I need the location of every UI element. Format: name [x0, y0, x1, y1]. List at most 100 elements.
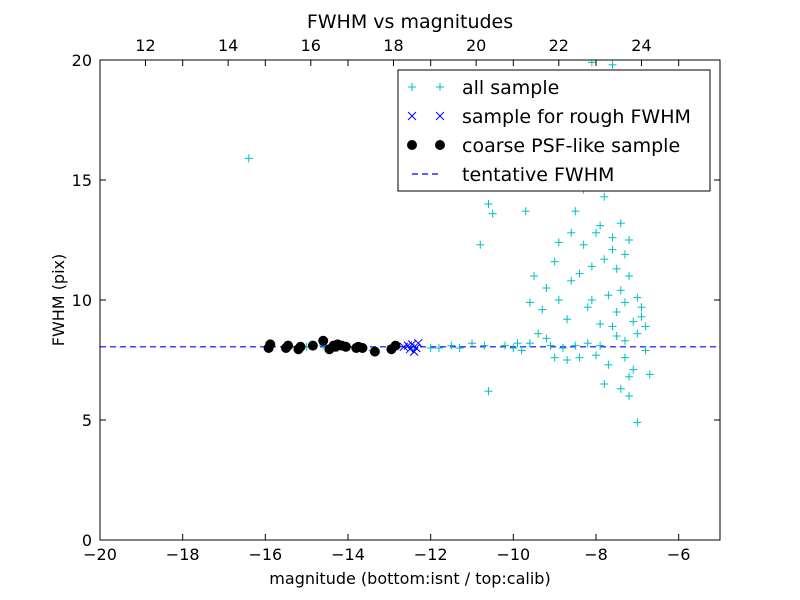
legend-swatch [407, 111, 417, 121]
legend-entry: tentative FWHM [412, 164, 614, 186]
x-tick-label: −14 [331, 545, 365, 564]
all-sample-point [620, 353, 629, 362]
all-sample-point [509, 344, 518, 352]
all-sample-point [455, 344, 464, 352]
all-sample-point [567, 276, 576, 285]
y-tick-label: 0 [82, 531, 92, 550]
all-sample-point [587, 296, 596, 304]
all-sample-point [633, 329, 642, 338]
x-axis-label: magnitude (bottom:isnt / top:calib) [269, 569, 550, 588]
all-sample-point [525, 298, 534, 307]
all-sample-point [434, 344, 443, 352]
y-tick-label: 15 [72, 171, 92, 190]
all-sample-point [600, 380, 609, 388]
all-sample-point [637, 312, 646, 321]
psf-like-point [307, 340, 318, 351]
all-sample-point [501, 341, 510, 350]
chart-title: FWHM vs magnitudes [307, 11, 513, 33]
all-sample-point [600, 192, 609, 201]
all-sample-point [596, 320, 605, 328]
y-tick-label: 20 [72, 51, 92, 70]
all-sample-point [604, 360, 613, 369]
all-sample-point [592, 228, 600, 237]
all-sample-point [476, 240, 485, 249]
top-tick-label: 22 [549, 36, 569, 55]
all-sample-point [550, 257, 559, 266]
all-sample-point [534, 329, 543, 338]
all-sample-point [625, 272, 634, 280]
all-sample-point [592, 351, 600, 360]
x-tick-label: −18 [166, 545, 200, 564]
psf-like-point [357, 343, 368, 353]
all-sample-point [567, 228, 576, 237]
all-sample-point [629, 317, 638, 326]
all-sample-point [612, 332, 621, 340]
all-sample-point [468, 339, 476, 348]
all-sample-point [571, 207, 580, 216]
psf-like-point [340, 341, 351, 352]
all-sample-point [538, 305, 547, 314]
all-sample-point [480, 341, 489, 350]
all-sample-point [546, 341, 555, 350]
legend-entry: coarse PSF-like sample [407, 135, 680, 157]
axes: −20 −18 −16 −14 −12 −10 −8 −6 0 5 10 15 20 12 14 16 18 20… [72, 36, 720, 564]
legend-entry: all sample [408, 77, 559, 99]
all-sample-point [530, 272, 538, 280]
all-sample-point [583, 303, 592, 312]
all-sample-point [563, 356, 572, 364]
all-sample-point [596, 341, 605, 350]
all-sample-point [579, 240, 588, 249]
all-sample-point [608, 245, 617, 254]
psf-like-point [283, 340, 294, 351]
legend-swatch [436, 83, 444, 91]
psf-like-point [295, 341, 306, 352]
y-axis-label: FWHM (pix) [49, 254, 68, 347]
all-sample-point [616, 384, 625, 393]
x-tick-label: −8 [584, 545, 608, 564]
all-sample-point [629, 365, 638, 374]
all-sample-point [608, 322, 617, 331]
all-sample-point [608, 60, 617, 69]
rough-fwhm-point [413, 338, 423, 348]
all-sample-point [484, 200, 493, 208]
all-sample-point [558, 344, 567, 352]
psf-like-point [369, 346, 380, 357]
all-sample-point [641, 346, 650, 355]
all-sample-point [616, 219, 625, 228]
all-sample-point [645, 370, 654, 379]
x-tick-label: −12 [414, 545, 448, 564]
all-sample-point [484, 387, 493, 396]
x-tick-label: −10 [496, 545, 530, 564]
all-sample-point [554, 296, 563, 304]
legend: all sample sample for rough FWHM coarse PS… [397, 69, 711, 192]
all-sample-point [571, 341, 580, 350]
all-sample-point [641, 322, 650, 331]
x-tick-label: −20 [83, 545, 117, 564]
all-sample-point [575, 269, 584, 278]
x-tick-label: −16 [248, 545, 282, 564]
psf-like-point [318, 335, 329, 346]
legend-swatch [435, 140, 445, 150]
all-sample-point [521, 207, 530, 216]
all-sample-point [620, 336, 629, 345]
psf-like-point [265, 339, 276, 350]
all-sample-point [447, 341, 456, 350]
all-sample-point [525, 339, 534, 348]
top-tick-label: 16 [301, 36, 321, 55]
all-sample-point [604, 291, 613, 300]
all-sample-point [625, 392, 634, 400]
all-sample-point [488, 209, 497, 218]
all-sample-point [244, 154, 253, 163]
all-sample-point [550, 353, 559, 362]
all-sample-point [426, 344, 435, 352]
all-sample-point [625, 236, 634, 244]
x-tick-label: −6 [667, 545, 691, 564]
legend-swatch [407, 140, 417, 150]
legend-swatch [435, 111, 445, 121]
legend-label: all sample [462, 77, 559, 99]
all-sample-point [583, 339, 592, 348]
y-tick-label: 10 [72, 291, 92, 310]
all-sample-point [625, 372, 634, 381]
top-tick-label: 20 [466, 36, 486, 55]
